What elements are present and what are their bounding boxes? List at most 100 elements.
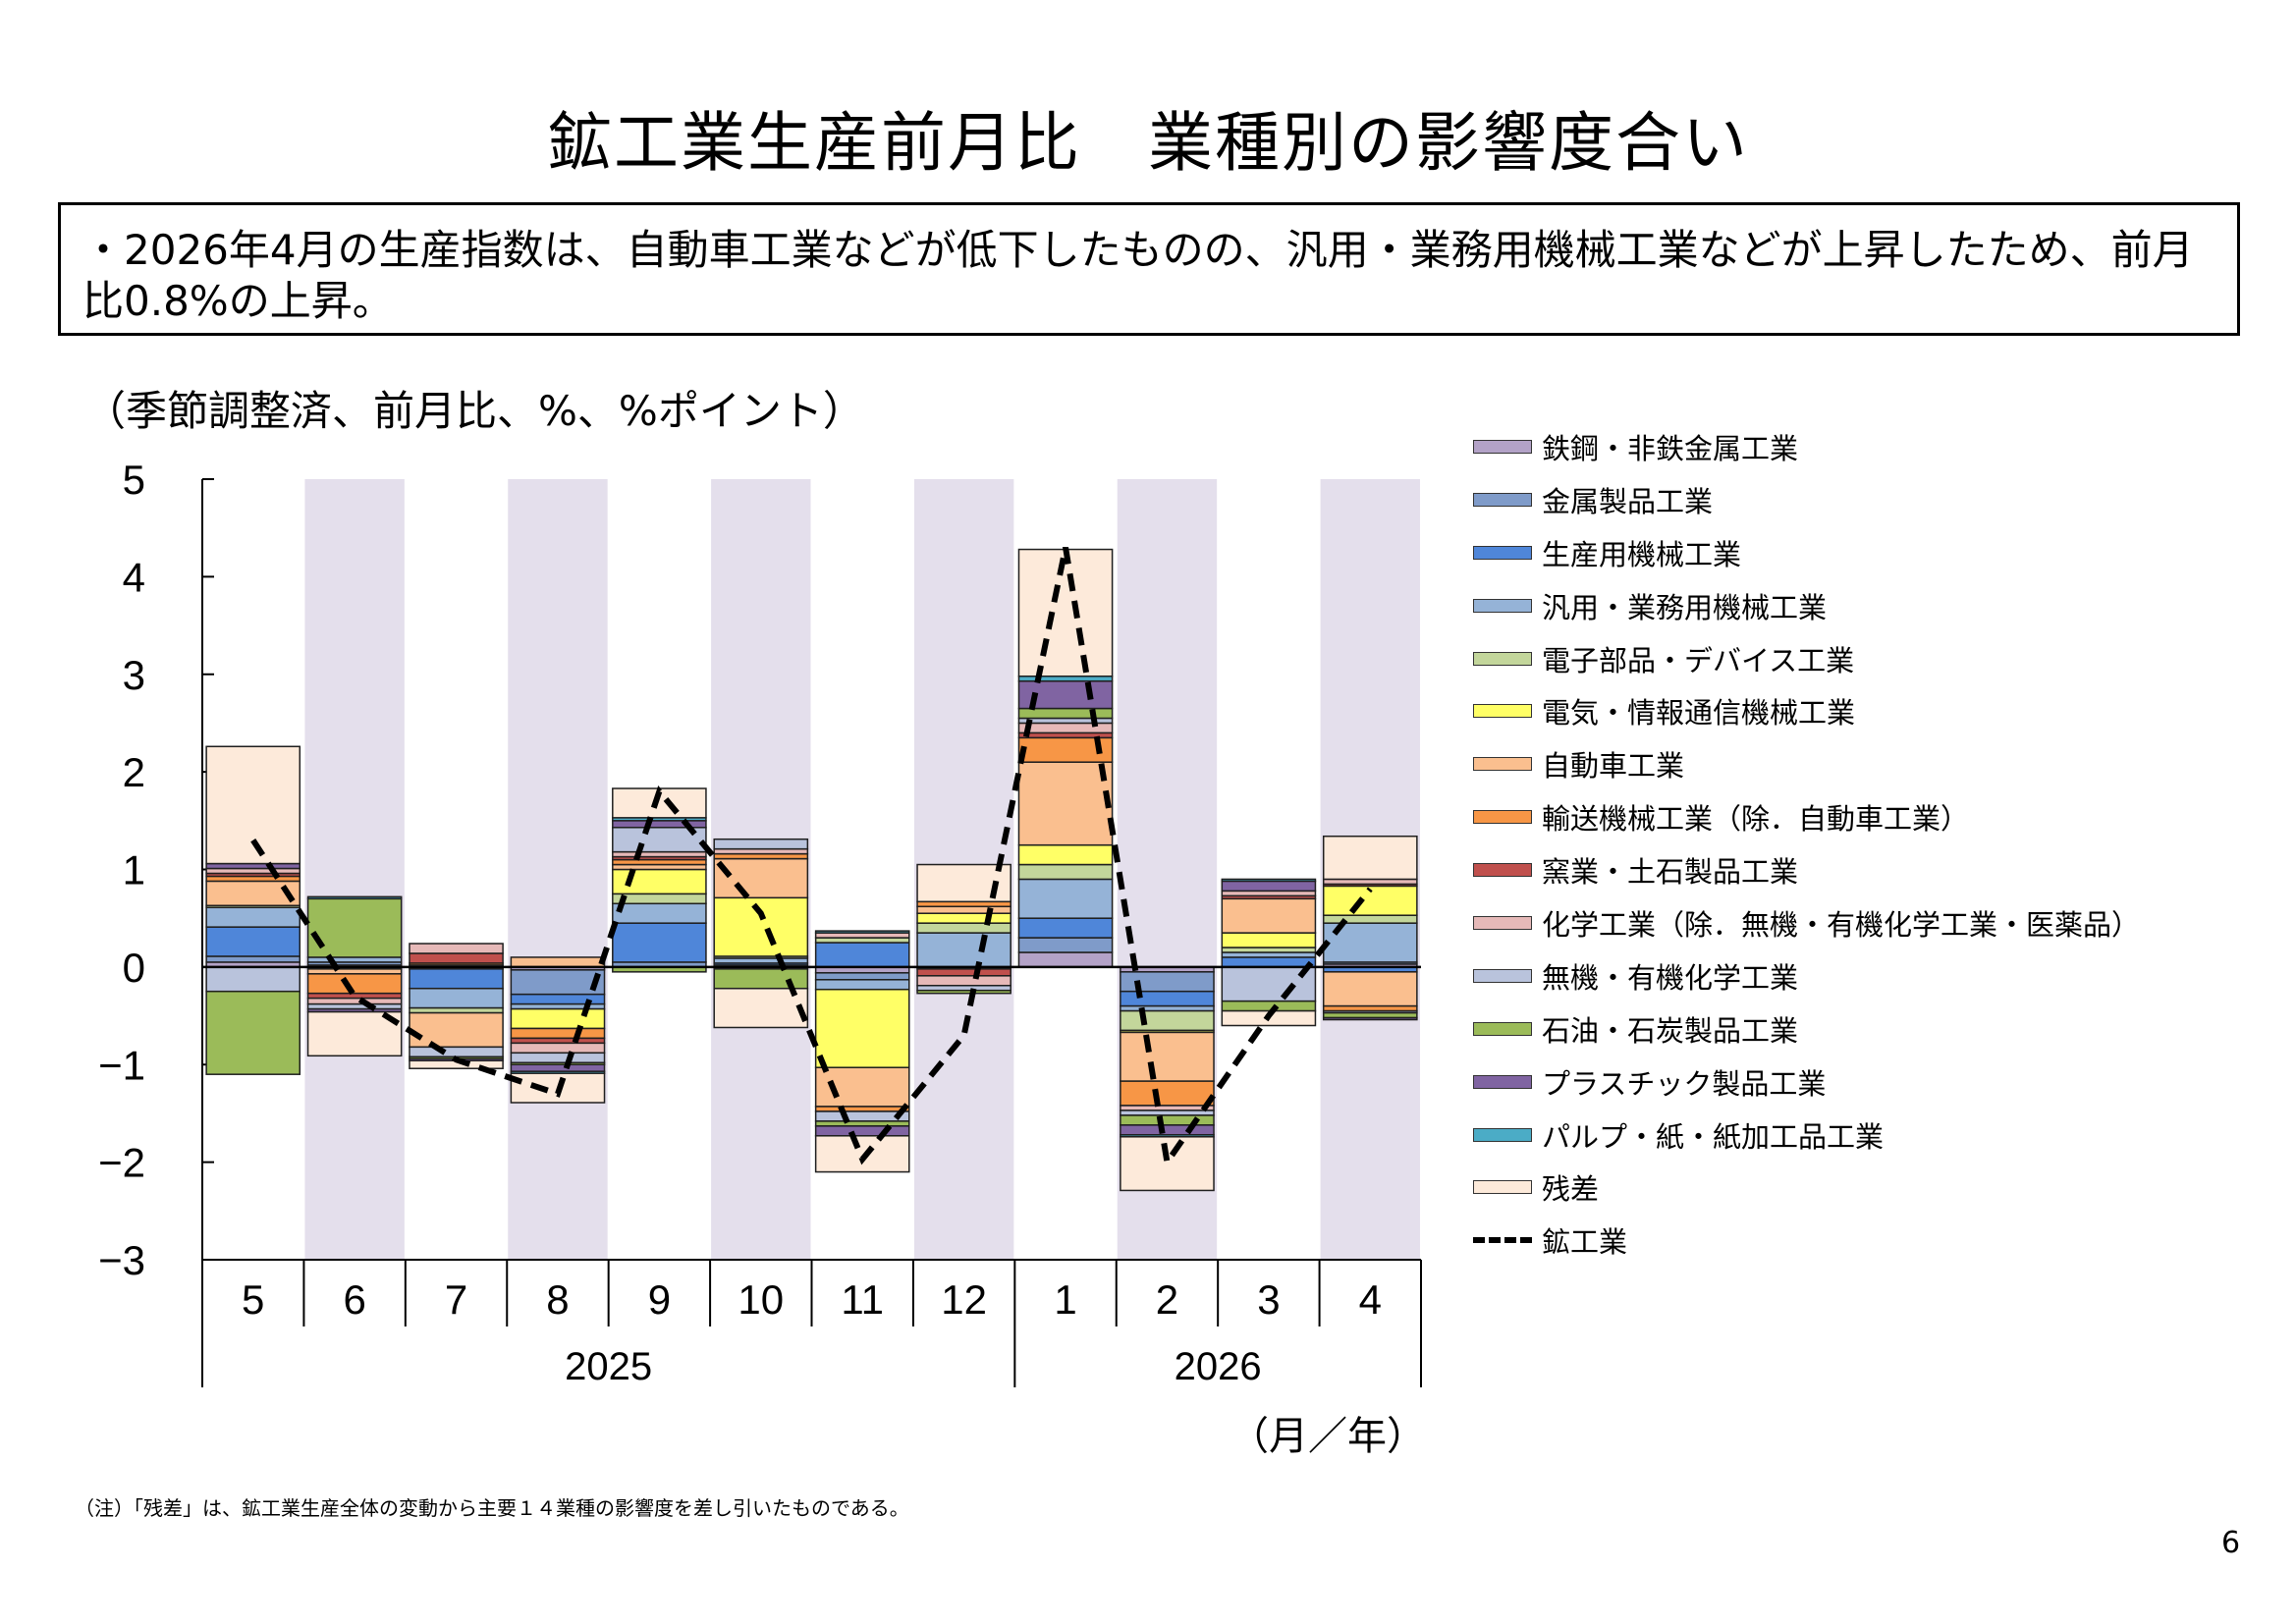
shaded-column bbox=[508, 479, 608, 1260]
bar-segment bbox=[713, 857, 809, 899]
legend-item: 自動車工業 bbox=[1473, 737, 2140, 790]
bar-segment bbox=[916, 912, 1011, 924]
bar-segment bbox=[205, 955, 301, 963]
bar-segment bbox=[1120, 1031, 1215, 1082]
x-tick-label: 5 bbox=[242, 1276, 264, 1323]
bar-segment bbox=[814, 979, 910, 991]
x-tick-label: 11 bbox=[841, 1276, 884, 1323]
bar-segment bbox=[1017, 863, 1114, 881]
bar-segment bbox=[409, 952, 504, 964]
bar-segment bbox=[1221, 880, 1317, 893]
bar-segment bbox=[306, 895, 403, 900]
bar-segment bbox=[1017, 722, 1114, 734]
bar-segment bbox=[1221, 932, 1317, 948]
legend-label: 自動車工業 bbox=[1542, 749, 1685, 784]
x-tick-label: 2 bbox=[1156, 1276, 1178, 1323]
legend-label: 無機・有機化学工業 bbox=[1542, 960, 1799, 995]
bar-segment bbox=[409, 1046, 504, 1058]
bar-segment bbox=[814, 942, 910, 968]
x-tick-label: 6 bbox=[343, 1276, 365, 1323]
bar-segment bbox=[1221, 897, 1317, 934]
bar-segment bbox=[306, 1010, 403, 1057]
bar-segment bbox=[814, 1135, 910, 1173]
legend-item: 生産用機械工業 bbox=[1473, 526, 2140, 579]
legend-swatch bbox=[1473, 598, 1532, 613]
legend-item: 残差 bbox=[1473, 1161, 2140, 1214]
summary-text: ・2026年4月の生産指数は、自動車工業などが低下したものの、汎用・業務用機械工… bbox=[82, 226, 2194, 325]
bar-segment bbox=[1322, 914, 1418, 924]
legend-swatch bbox=[1473, 704, 1532, 719]
legend-label: プラスチック製品工業 bbox=[1542, 1066, 1827, 1101]
x-tick-label: 3 bbox=[1257, 1276, 1280, 1323]
bar-segment bbox=[510, 956, 606, 968]
bar-segment bbox=[814, 988, 910, 1068]
bar-segment bbox=[510, 1052, 606, 1064]
bar-segment bbox=[1120, 1009, 1215, 1032]
bar-segment bbox=[205, 926, 301, 957]
legend-swatch bbox=[1473, 492, 1532, 507]
legend-item: 汎用・業務用機械工業 bbox=[1473, 579, 2140, 632]
bar-segment bbox=[510, 1027, 606, 1040]
bar-segment bbox=[1120, 990, 1215, 1007]
bar-segment bbox=[916, 932, 1011, 968]
x-tick-label: 7 bbox=[445, 1276, 467, 1323]
y-tick-label: 5 bbox=[123, 457, 145, 503]
legend-item: 電気・情報通信機械工業 bbox=[1473, 684, 2140, 737]
chart-legend: 鉄鋼・非鉄金属工業 金属製品工業 生産用機械工業 汎用・業務用機械工業 電子部品・デバイ… bbox=[1473, 420, 2140, 1267]
legend-swatch bbox=[1473, 1180, 1532, 1195]
bar-segment bbox=[409, 987, 504, 1009]
bar-segment bbox=[409, 968, 504, 990]
bar-segment bbox=[306, 897, 403, 958]
legend-item: 化学工業（除．無機・有機化学工業・医薬品） bbox=[1473, 896, 2140, 949]
legend-label: 生産用機械工業 bbox=[1542, 537, 1742, 571]
bar-segment bbox=[205, 990, 301, 1075]
legend-item: 金属製品工業 bbox=[1473, 473, 2140, 526]
summary-box: ・2026年4月の生産指数は、自動車工業などが低下したものの、汎用・業務用機械工… bbox=[58, 202, 2240, 336]
y-tick-label: 3 bbox=[123, 652, 145, 698]
y-tick-label: −2 bbox=[98, 1140, 145, 1186]
legend-swatch bbox=[1473, 863, 1532, 878]
bar-segment bbox=[1221, 878, 1317, 883]
bar-segment bbox=[713, 896, 809, 957]
bar-segment bbox=[1017, 951, 1114, 968]
bar-segment bbox=[205, 906, 301, 928]
legend-label: 鉱工業 bbox=[1542, 1225, 1628, 1260]
bar-segment bbox=[306, 997, 403, 1005]
legend-label: 汎用・業務用機械工業 bbox=[1542, 590, 1828, 624]
bar-segment bbox=[916, 989, 1011, 995]
bar-segment bbox=[205, 966, 301, 993]
legend-item: プラスチック製品工業 bbox=[1473, 1056, 2140, 1109]
bar-segment bbox=[814, 930, 910, 934]
bar-segment bbox=[1017, 917, 1114, 939]
bar-segment bbox=[510, 969, 606, 996]
bar-segment bbox=[1120, 1114, 1215, 1126]
legend-label: 金属製品工業 bbox=[1542, 484, 1714, 518]
legend-item: 窯業・土石製品工業 bbox=[1473, 843, 2140, 896]
year-label: 2026 bbox=[1175, 1345, 1262, 1388]
y-tick-label: 2 bbox=[123, 749, 145, 795]
bar-segment bbox=[1120, 1124, 1215, 1136]
bar-segment bbox=[916, 922, 1011, 934]
bar-segment bbox=[1120, 1136, 1215, 1192]
bar-segment bbox=[1017, 548, 1114, 677]
bar-segment bbox=[205, 745, 301, 865]
bar-segment bbox=[409, 1011, 504, 1049]
legend-label: 電子部品・デバイス工業 bbox=[1542, 643, 1855, 677]
legend-label: 窯業・土石製品工業 bbox=[1542, 855, 1799, 890]
footnote: （注）「残差」は、鉱工業生産全体の変動から主要１４業種の影響度を差し引いたもので… bbox=[75, 1496, 909, 1520]
x-tick-label: 10 bbox=[738, 1276, 784, 1323]
legend-label: 残差 bbox=[1542, 1172, 1600, 1207]
bar-segment bbox=[1120, 1080, 1215, 1107]
bar-segment bbox=[1221, 956, 1317, 968]
x-tick-label: 1 bbox=[1054, 1276, 1076, 1323]
y-tick-label: −3 bbox=[98, 1237, 145, 1283]
bar-segment bbox=[612, 922, 707, 963]
y-tick-label: −1 bbox=[98, 1042, 145, 1088]
legend-item: パルプ・紙・紙加工品工業 bbox=[1473, 1109, 2140, 1162]
legend-label: 電気・情報通信機械工業 bbox=[1542, 696, 1856, 731]
bar-segment bbox=[1017, 878, 1114, 919]
bar-segment bbox=[510, 1007, 606, 1030]
legend-swatch bbox=[1473, 1074, 1532, 1089]
legend-swatch bbox=[1473, 1127, 1532, 1142]
legend-swatch bbox=[1473, 439, 1532, 454]
